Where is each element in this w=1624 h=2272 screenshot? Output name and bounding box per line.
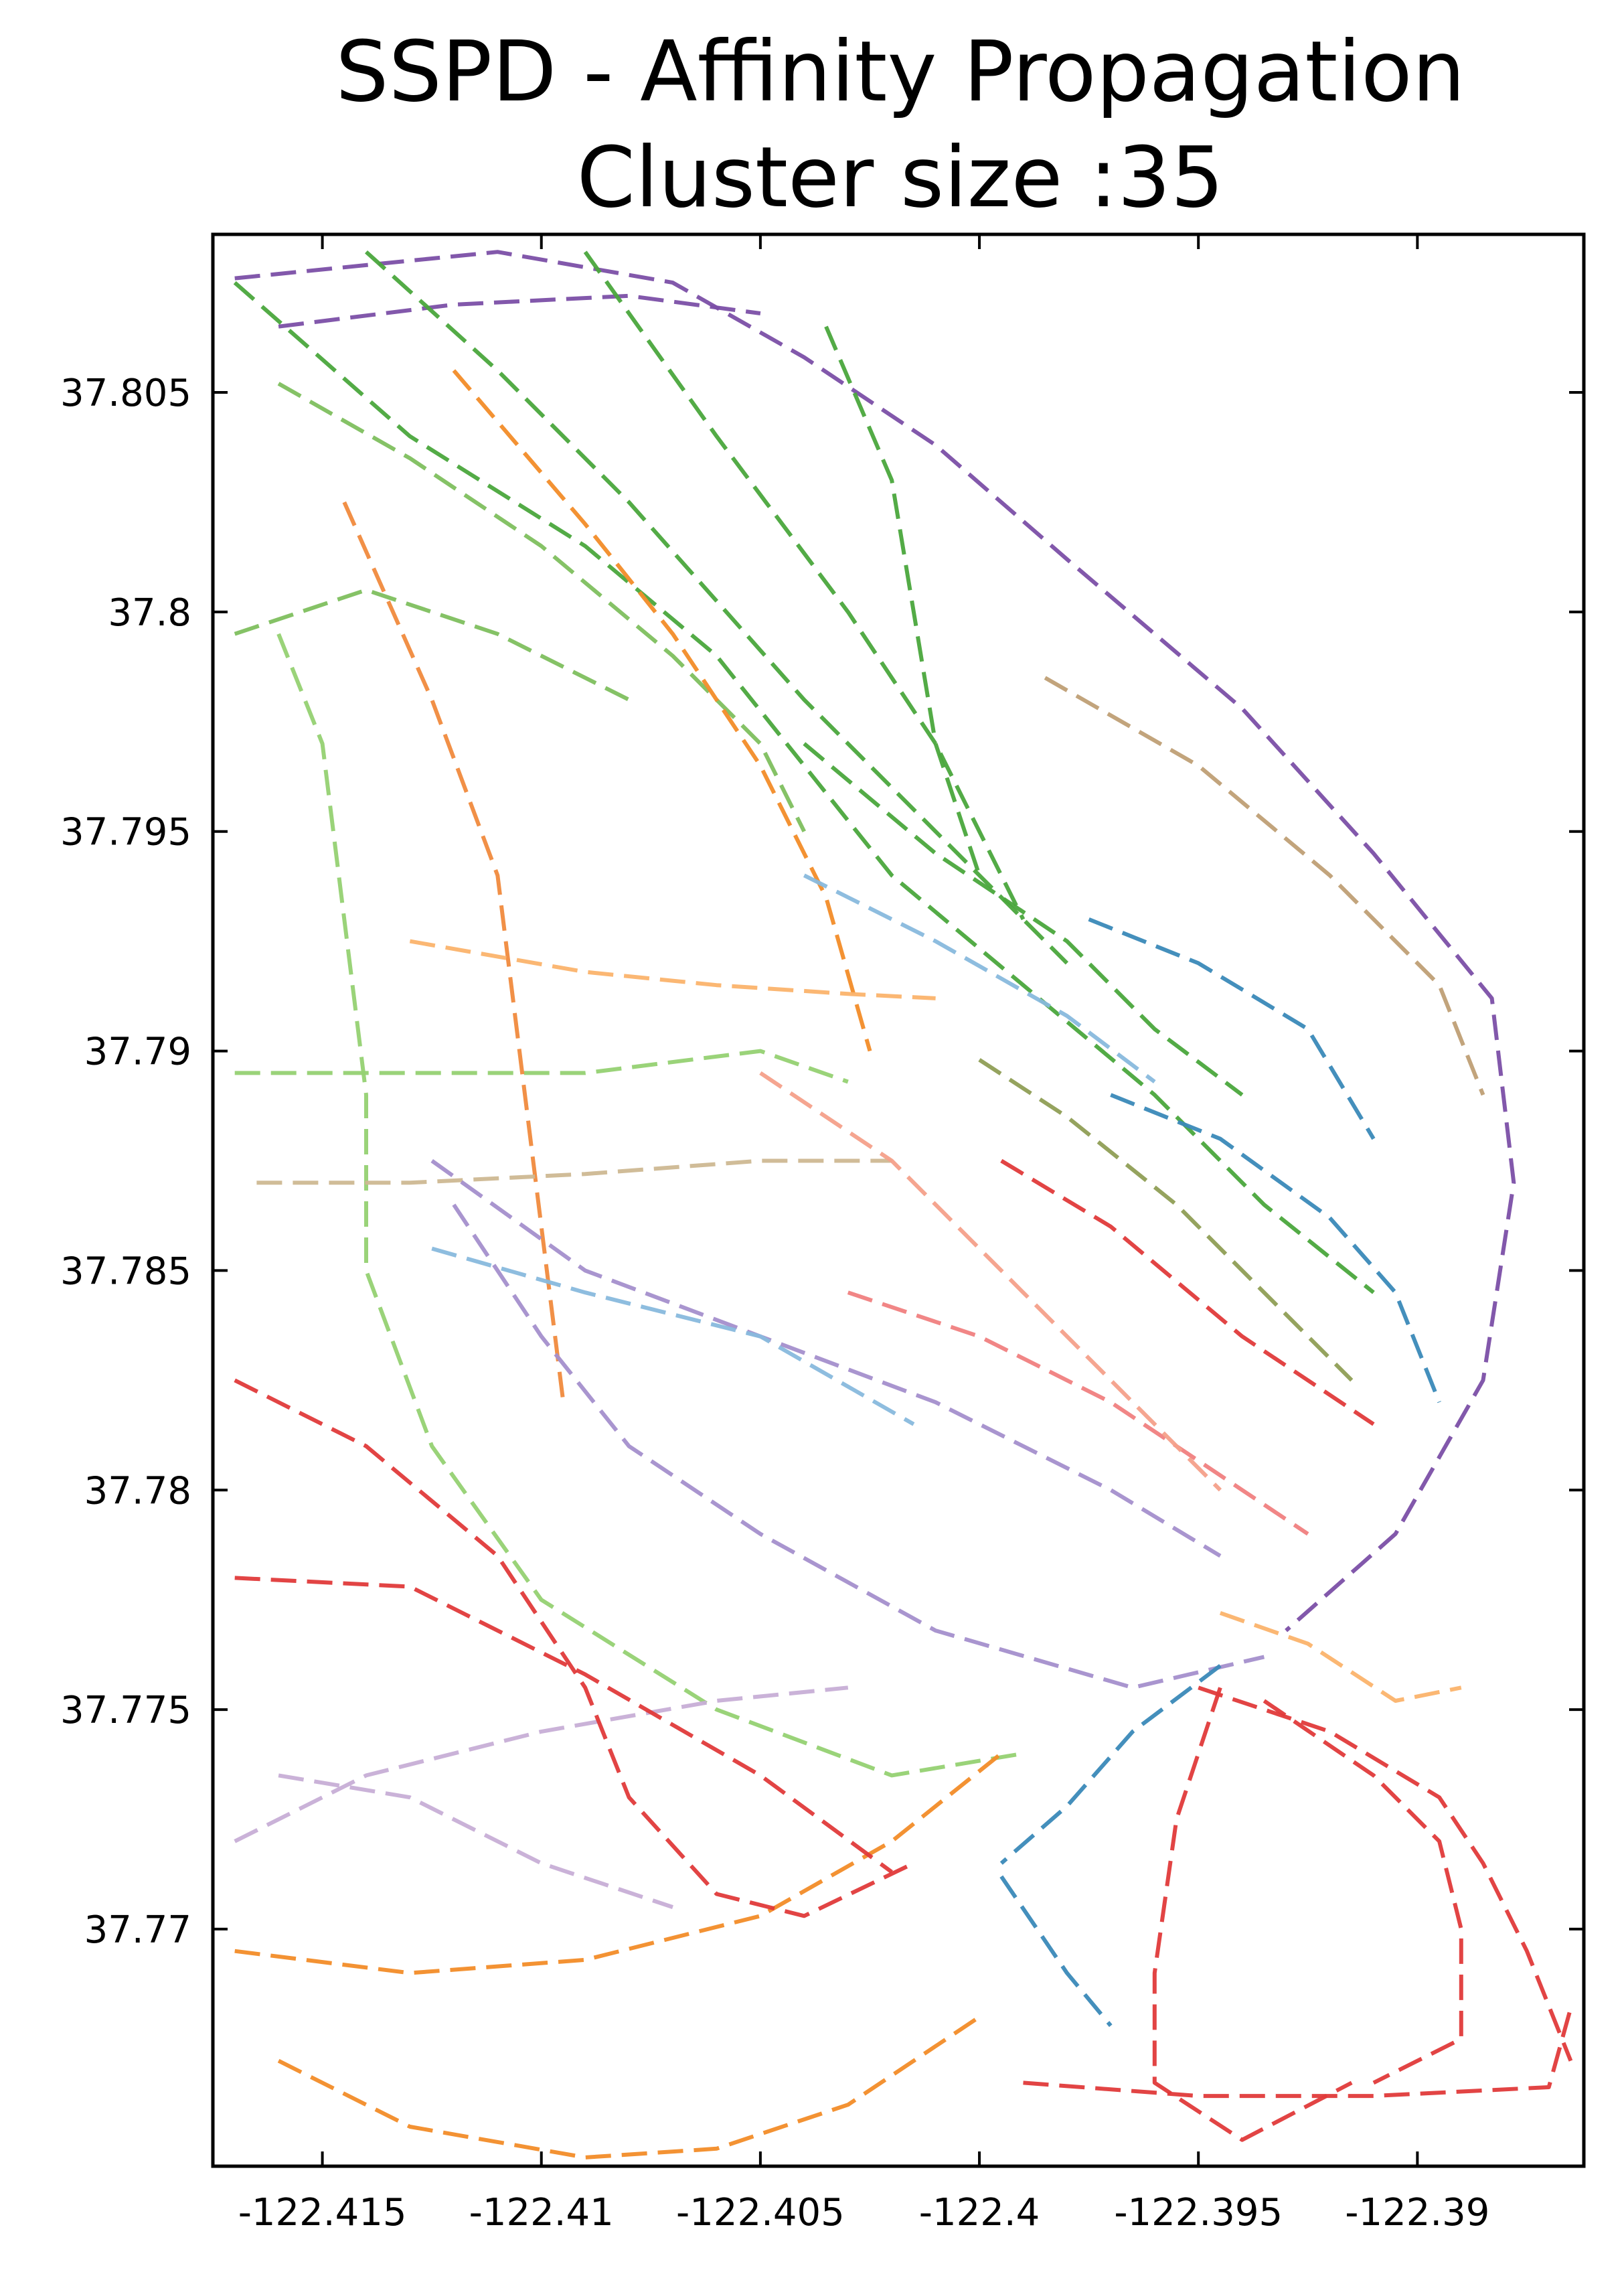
trajectory-line-23 [1000,1158,1375,1426]
trajectory-line-25 [1152,1687,1353,2142]
trajectory-line-1 [278,293,761,329]
trajectory-line-36 [431,1246,915,1426]
y-tick-label-3: 37.785 [60,1249,191,1293]
trajectory-line-6 [803,742,1244,1097]
y-tick-label-5: 37.795 [60,811,191,854]
trajectory-line-11 [342,501,566,1403]
trajectory-line-3 [364,250,1069,965]
trajectory-line-17 [452,1203,1265,1690]
y-tick-label-6: 37.8 [108,591,191,635]
series-layer [233,250,1573,2160]
trajectory-line-0 [234,250,1516,1633]
trajectory-line-22 [234,1576,893,1874]
x-tick-label-2: -122.405 [676,2191,845,2235]
trajectory-line-12 [452,369,872,1052]
trajectory-line-20 [278,1773,673,1909]
trajectory-line-7 [277,382,806,833]
trajectory-line-16 [256,1158,892,1185]
y-tick-label-2: 37.78 [84,1469,191,1513]
y-tick-label-1: 37.775 [60,1689,191,1732]
trajectory-line-28 [1110,1093,1441,1404]
trajectory-line-9 [276,633,1024,1778]
trajectory-line-35 [803,873,1156,1083]
trajectory-line-2 [233,281,1375,1294]
trajectory-line-24 [1198,1685,1573,2062]
trajectory-line-27 [1023,2008,1573,2099]
trajectory-line-33 [847,1290,1309,1536]
x-axis: -122.415 -122.41 -122.405 -122.4 -122.395 -12… [238,234,1489,2235]
trajectory-line-26 [1263,1699,1463,2085]
x-tick-label-4: -122.395 [1114,2191,1283,2235]
trajectory-line-10 [234,1049,849,1084]
trajectory-line-18 [430,1159,1222,1558]
y-tick-label-7: 37.805 [60,372,191,415]
y-tick-label-0: 37.77 [84,1908,191,1952]
trajectory-line-15 [409,939,936,1000]
trajectory-line-14 [277,2015,981,2160]
trajectory-line-5 [824,325,981,877]
x-tick-label-3: -122.4 [919,2191,1040,2235]
trajectory-line-21 [234,1378,915,1918]
trajectory-line-4 [583,250,1026,921]
trajectory-line-38 [1219,1610,1462,1703]
trajectory-line-32 [1044,676,1485,1096]
chart-title-line-2: Cluster size :35 [577,129,1224,226]
trajectory-line-31 [999,1875,1113,2028]
y-axis: 37.77 37.775 37.78 37.785 37.79 37.795 37.8 37.… [60,372,1584,1952]
x-tick-label-0: -122.415 [238,2191,407,2235]
trajectory-line-8 [234,588,630,702]
x-tick-label-1: -122.41 [469,2191,614,2235]
x-tick-label-5: -122.39 [1345,2191,1489,2235]
plot-frame [211,232,1586,2168]
trajectory-line-30 [999,1664,1222,1865]
trajectory-line-34 [759,1071,1222,1492]
y-tick-label-4: 37.79 [84,1031,191,1074]
trajectory-line-19 [234,1685,849,1843]
trajectory-line-29 [1088,917,1376,1140]
chart-title-line-1: SSPD - Affinity Propagation [335,23,1465,121]
trajectory-line-13 [234,1752,1003,1975]
